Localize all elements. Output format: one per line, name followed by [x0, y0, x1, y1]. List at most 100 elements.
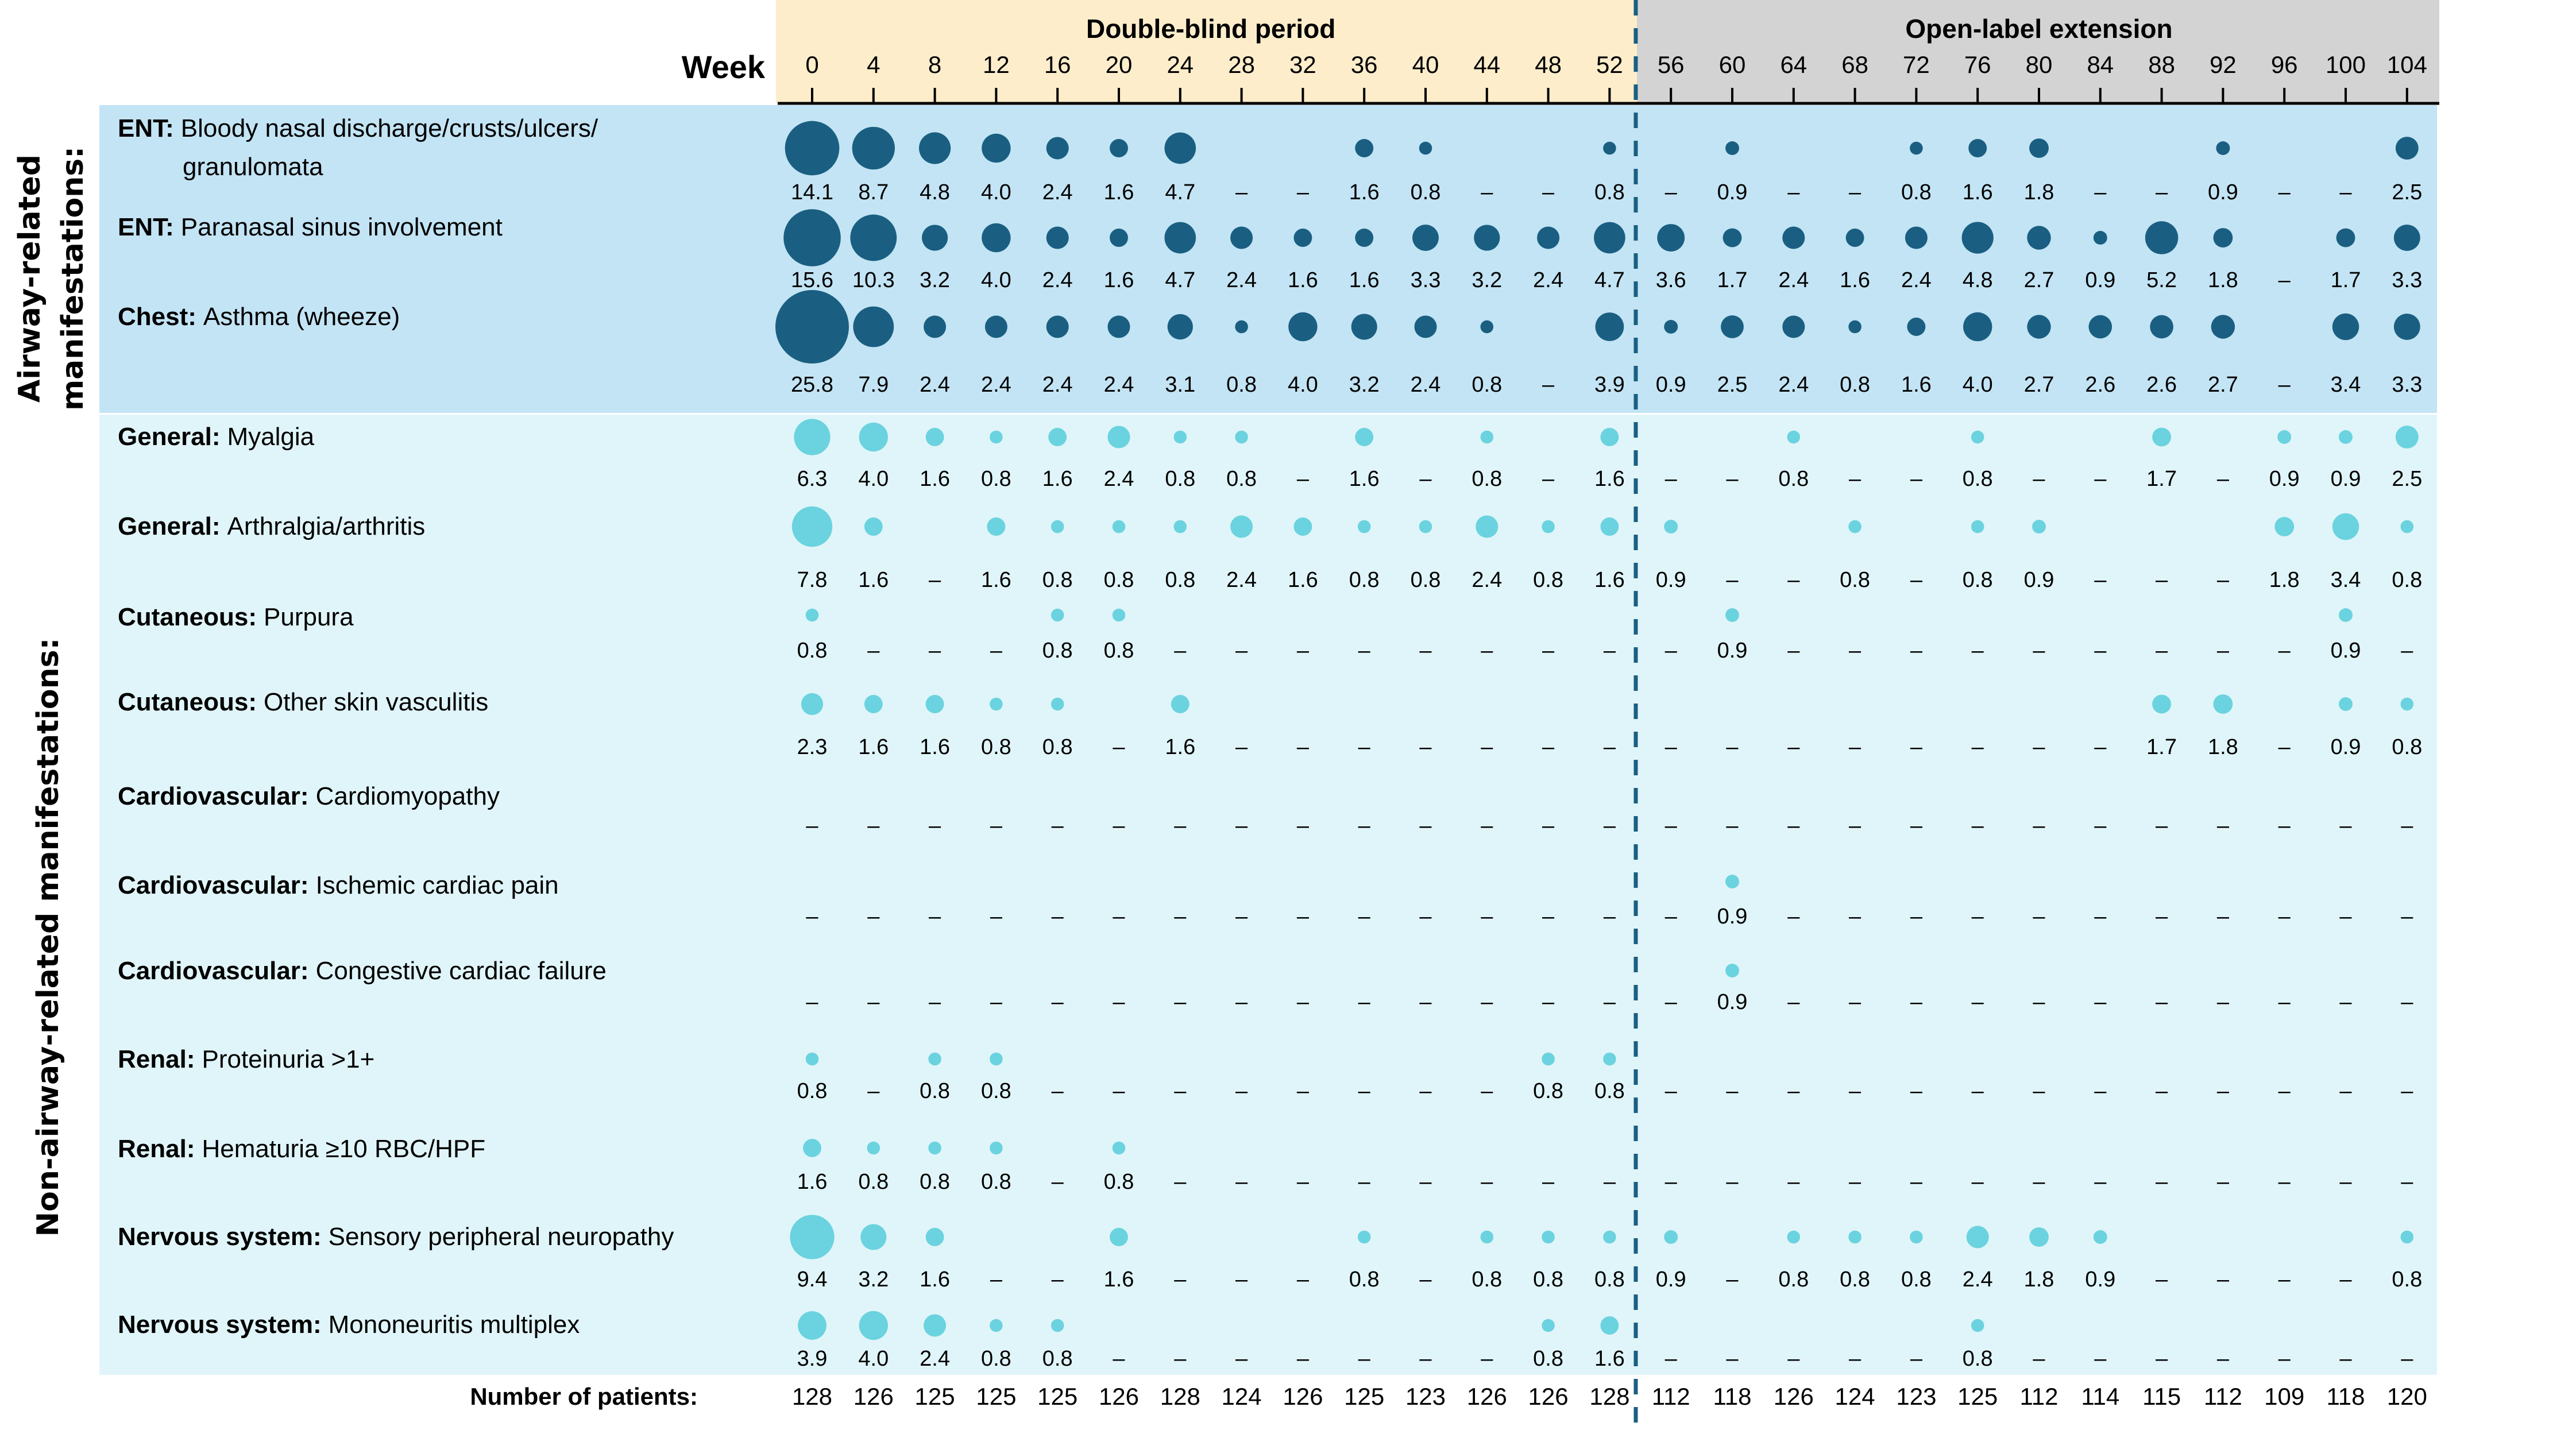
row-label: Chest: Asthma (wheeze) — [118, 303, 400, 331]
value-label: – — [929, 990, 941, 1014]
value-label: – — [2033, 1079, 2045, 1103]
value-label: – — [1113, 735, 1125, 759]
bubble — [1725, 875, 1739, 888]
bubble — [1961, 222, 1994, 254]
row-label: General: Arthralgia/arthritis — [118, 512, 425, 540]
value-label: – — [2033, 814, 2045, 838]
bubble — [1164, 132, 1196, 164]
week-axis-header: Week Double-blind period Open-label exten… — [682, 0, 2439, 105]
bubble — [928, 1052, 941, 1066]
bubble — [1357, 1230, 1371, 1244]
bubble — [925, 1228, 944, 1246]
bubble — [984, 315, 1007, 338]
value-label: 10.3 — [852, 268, 895, 292]
patient-count: 128 — [1160, 1383, 1200, 1410]
value-label: 0.8 — [1104, 639, 1134, 663]
value-label: – — [1481, 1347, 1493, 1371]
bubble — [1721, 315, 1744, 338]
value-label: – — [1972, 905, 1984, 929]
week-tick-label: 12 — [983, 51, 1010, 78]
value-label: – — [2094, 905, 2107, 929]
value-label: 2.4 — [981, 373, 1011, 397]
value-label: – — [2217, 1079, 2230, 1103]
value-label: – — [1419, 814, 1432, 838]
patient-count: 125 — [915, 1383, 955, 1410]
patient-count: 118 — [2327, 1383, 2365, 1410]
value-label: 1.6 — [1594, 568, 1625, 592]
value-label: 0.8 — [797, 639, 828, 663]
week-tick-label: 48 — [1535, 51, 1562, 78]
value-label: 0.8 — [1226, 373, 1257, 397]
value-label: 1.6 — [1594, 1347, 1625, 1371]
bubble — [1603, 1052, 1616, 1066]
value-label: 0.8 — [1042, 568, 1073, 592]
week-tick-label: 68 — [1841, 51, 1868, 78]
value-label: 1.6 — [1165, 735, 1195, 759]
value-label: 0.9 — [1717, 639, 1748, 663]
value-label: – — [2033, 990, 2045, 1014]
value-label: 0.8 — [1533, 1267, 1563, 1292]
value-label: – — [1665, 905, 1678, 929]
value-label: – — [1358, 1079, 1371, 1103]
bubble — [2216, 141, 2230, 155]
bubble — [2152, 427, 2172, 447]
row-name: Ischemic cardiac pain — [316, 871, 559, 899]
value-label: – — [2033, 735, 2045, 759]
bubble — [1968, 139, 1987, 157]
value-label: – — [1849, 1347, 1861, 1371]
value-label: – — [1235, 1347, 1248, 1371]
value-label: 2.4 — [920, 373, 950, 397]
bubble — [1107, 315, 1130, 338]
value-label: – — [1787, 639, 1800, 663]
value-label: – — [1849, 180, 1861, 204]
row-label: Renal: Hematuria ≥10 RBC/HPF — [118, 1135, 485, 1163]
row-label: Nervous system: Mononeuritis multiplex — [118, 1311, 580, 1339]
value-label: 2.4 — [1533, 268, 1563, 292]
value-label: – — [990, 639, 1003, 663]
bubble — [1355, 139, 1374, 157]
value-label: 4.7 — [1594, 268, 1625, 292]
value-label: – — [2217, 990, 2230, 1014]
bubble — [925, 428, 944, 446]
bubble — [2152, 694, 2172, 714]
value-label: 5.2 — [2146, 268, 2177, 292]
value-label: – — [1113, 905, 1125, 929]
value-label: 4.0 — [858, 1347, 889, 1371]
value-label: – — [1052, 1267, 1064, 1292]
patient-count: 126 — [1099, 1383, 1139, 1410]
value-label: 2.4 — [1226, 268, 1257, 292]
value-label: – — [1174, 1267, 1187, 1292]
week-tick-label: 40 — [1412, 51, 1439, 78]
value-label: 1.6 — [1349, 268, 1380, 292]
value-label: – — [1665, 639, 1678, 663]
value-label: 0.9 — [2331, 735, 2361, 759]
bubble — [1787, 430, 1801, 444]
value-label: 0.8 — [1963, 467, 1993, 491]
value-label: – — [2401, 1170, 2413, 1194]
value-label: – — [1481, 814, 1493, 838]
value-label: – — [1297, 639, 1310, 663]
row-name: Congestive cardiac failure — [316, 957, 607, 985]
bubble — [2395, 137, 2419, 160]
value-label: – — [2156, 1347, 2168, 1371]
value-label: – — [1604, 990, 1616, 1014]
bubble — [2088, 315, 2112, 339]
value-label: 4.0 — [1963, 373, 1993, 397]
week-tick-label: 4 — [867, 51, 880, 78]
value-label: – — [1235, 1170, 1248, 1194]
bubble — [1603, 141, 1616, 155]
bubble — [2027, 315, 2051, 339]
value-label: 0.8 — [1901, 180, 1932, 204]
patient-counts: Number of patients: 128 126 125 125 125 126 12… — [470, 1383, 2427, 1410]
value-label: – — [1910, 905, 1923, 929]
value-label: 0.8 — [1963, 568, 1993, 592]
value-label: – — [1481, 1170, 1493, 1194]
table-row: General: Myalgia — [118, 423, 315, 451]
value-label: – — [2339, 1267, 2352, 1292]
value-label: 1.6 — [1042, 467, 1073, 491]
value-label: – — [1174, 1347, 1187, 1371]
value-label: 1.6 — [1104, 180, 1134, 204]
value-label: 0.8 — [1778, 467, 1809, 491]
period-title: Open-label extension — [1905, 14, 2172, 44]
value-label: 1.6 — [1349, 467, 1380, 491]
